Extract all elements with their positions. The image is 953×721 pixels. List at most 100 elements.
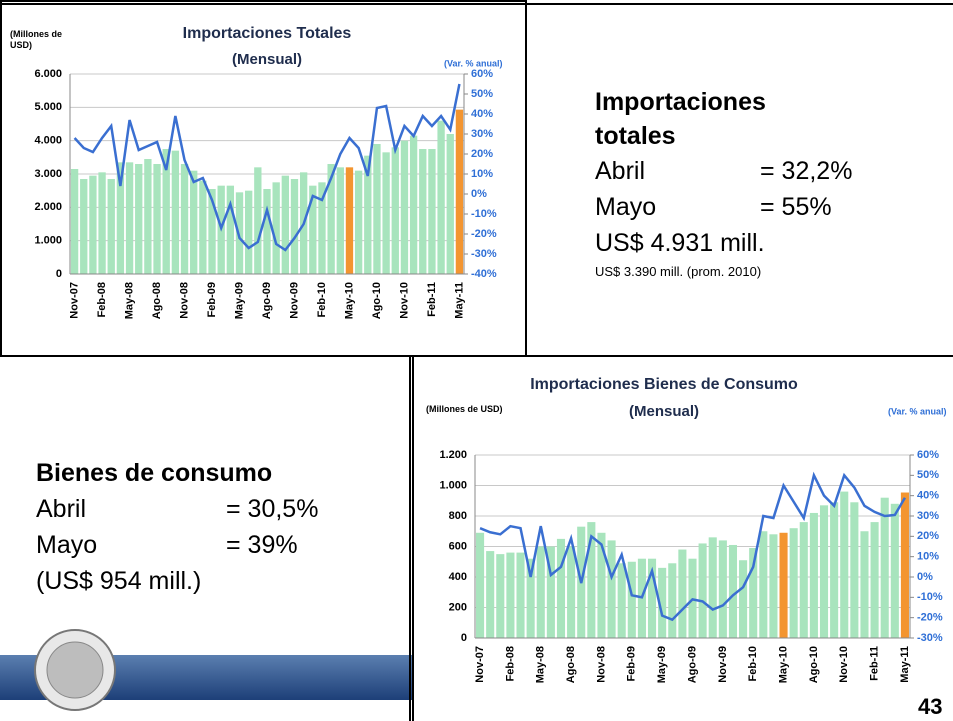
bar — [391, 147, 399, 274]
amount: US$ 4.931 mill. — [595, 229, 765, 257]
bar — [840, 491, 849, 638]
x-tick-label: Ago-10 — [371, 282, 383, 319]
y-tick-label: 5.000 — [34, 101, 62, 113]
bar — [749, 548, 758, 638]
y2-tick-label: 50% — [471, 88, 493, 100]
item: Abril = 32,2% — [595, 153, 895, 189]
bar — [455, 109, 464, 274]
y-tick-label: 600 — [449, 540, 467, 552]
bar — [830, 502, 839, 638]
x-tick-label: May-09 — [233, 282, 245, 319]
x-tick-label: Ago-08 — [151, 282, 163, 319]
bar — [556, 538, 566, 638]
bar — [345, 167, 354, 274]
y2-tick-label: 10% — [471, 168, 493, 180]
bar — [708, 537, 717, 638]
bar — [354, 170, 363, 274]
y-tick-label: 6.000 — [34, 68, 62, 80]
y-axis-label-box: (Millones de USD) — [10, 29, 62, 50]
x-tick-label: Feb-09 — [206, 282, 218, 317]
y2-tick-label: 30% — [917, 510, 939, 522]
item-value: = 55% — [760, 193, 832, 221]
chart-title: Importaciones Totales — [183, 25, 352, 42]
y-tick-label: 0 — [56, 268, 62, 280]
bar — [400, 140, 409, 274]
top-right-text: Importaciones totales Abril = 32,2% Mayo =… — [595, 85, 895, 283]
x-tick-label: Nov-10 — [838, 646, 850, 683]
bar — [870, 522, 879, 638]
bar — [89, 175, 97, 274]
y-tick-label: 1.000 — [439, 479, 467, 491]
heading: Bienes de consumo — [36, 459, 273, 487]
y2-tick-label: -20% — [471, 228, 497, 240]
x-tick-label: May-11 — [453, 282, 465, 319]
item-value: = 32,2% — [760, 157, 853, 185]
x-tick-label: May-10 — [343, 282, 355, 319]
chart-title: Importaciones Bienes de Consumo — [530, 376, 798, 393]
bar — [597, 532, 606, 638]
bar — [153, 164, 161, 274]
y2-tick-label: 0% — [471, 188, 487, 200]
bar — [536, 546, 545, 638]
y2-tick-label: 20% — [917, 530, 939, 542]
y-axis-label: (Millones de USD) — [426, 404, 503, 414]
y2-tick-label: -10% — [471, 208, 497, 220]
bar — [419, 149, 427, 274]
item-label: Mayo — [36, 531, 98, 559]
y-tick-label: 1.000 — [34, 235, 62, 247]
x-tick-label: Ago-09 — [261, 282, 273, 319]
bar — [627, 561, 636, 638]
note: US$ 3.390 mill. (prom. 2010) — [595, 264, 762, 279]
bar — [567, 546, 576, 638]
x-tick-label: Feb-11 — [426, 282, 438, 317]
bar — [125, 162, 134, 274]
bar — [789, 528, 798, 638]
bar — [199, 180, 207, 274]
y-tick-label: 800 — [449, 510, 467, 522]
chart-consumo: Importaciones Bienes de Consumo (Mensual)… — [412, 355, 953, 721]
chart-subtitle: (Mensual) — [232, 51, 302, 68]
y2-tick-label: 40% — [471, 108, 493, 120]
bar — [144, 159, 152, 274]
bar — [779, 532, 788, 638]
bar — [190, 170, 198, 274]
divider — [409, 355, 411, 721]
bar — [476, 532, 485, 638]
y2-tick-label: 50% — [917, 469, 939, 481]
bar — [516, 552, 525, 638]
x-tick-label: Feb-10 — [747, 646, 759, 681]
x-tick-label: Feb-11 — [868, 646, 880, 681]
bar — [98, 172, 106, 274]
bar — [546, 546, 555, 638]
y-axis-label-box: (Millones de USD) — [426, 404, 503, 414]
bar — [647, 558, 657, 638]
y-tick-label: 400 — [449, 571, 467, 583]
item: Abril = 30,5% — [36, 491, 396, 527]
logo-center — [46, 641, 104, 699]
bar — [698, 543, 707, 638]
bar — [80, 179, 88, 274]
bar — [850, 502, 859, 638]
bar — [254, 167, 262, 274]
bar — [272, 182, 280, 274]
x-tick-label: Nov-07 — [68, 282, 80, 319]
bar — [382, 152, 390, 274]
x-tick-label: Feb-08 — [504, 646, 516, 681]
bar — [180, 164, 189, 274]
bar — [208, 189, 216, 274]
bar — [880, 497, 889, 638]
y2-tick-label: 30% — [471, 128, 493, 140]
x-tick-label: Nov-08 — [178, 282, 190, 319]
x-tick-label: Nov-09 — [288, 282, 300, 319]
y2-tick-label: 0% — [917, 571, 933, 583]
y2-tick-label: -30% — [917, 632, 943, 644]
bar — [617, 563, 626, 638]
bar — [290, 179, 299, 274]
bar — [162, 149, 170, 274]
bar — [860, 531, 869, 638]
bar — [327, 164, 335, 274]
bar — [739, 560, 748, 638]
bar — [728, 544, 738, 638]
bar — [107, 179, 115, 274]
bar — [900, 492, 909, 638]
